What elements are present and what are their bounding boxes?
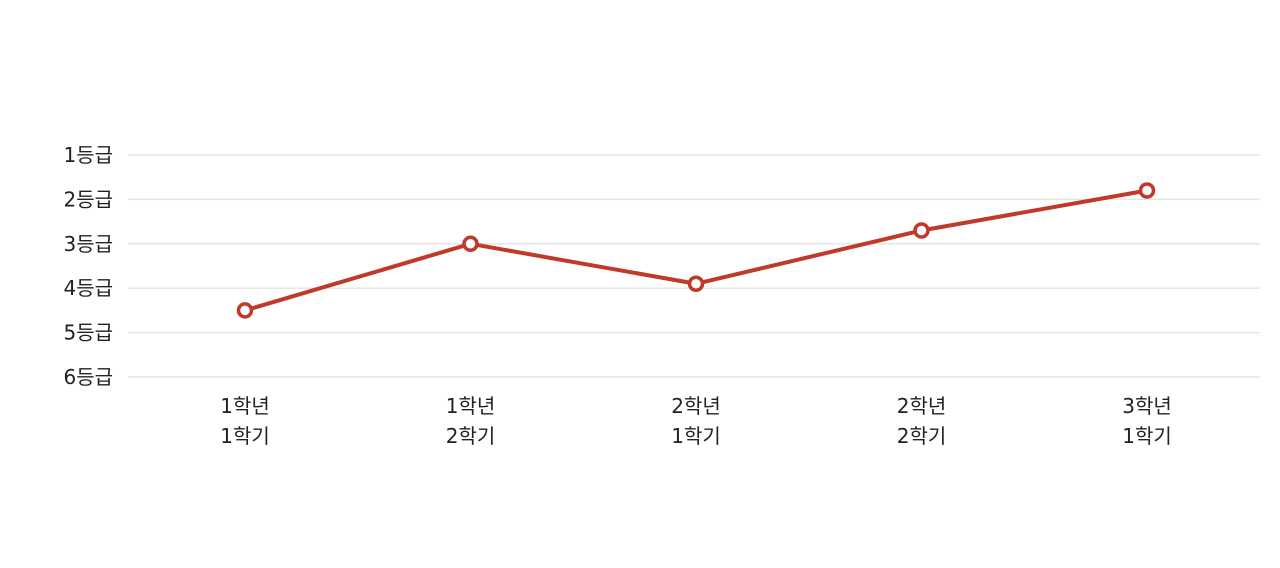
y-tick-label-3: 3등급 bbox=[63, 232, 113, 256]
x-tick-label-2-line-2: 2학기 bbox=[446, 424, 496, 448]
x-tick-label-1-line-2: 1학기 bbox=[220, 424, 270, 448]
data-point-2[interactable] bbox=[462, 235, 479, 253]
x-tick-label-1-line-1: 1학년 bbox=[220, 394, 270, 418]
data-point-4[interactable] bbox=[913, 222, 930, 239]
x-tick-label-2-line-1: 1학년 bbox=[446, 394, 496, 418]
data-point-1[interactable] bbox=[236, 302, 254, 319]
series-line-1 bbox=[243, 188, 1149, 313]
series-layer bbox=[236, 182, 1156, 319]
grid-lines bbox=[128, 154, 1260, 378]
y-axis-tick-labels: 1등급 2등급 3등급 4등급 5등급 6등급 bbox=[63, 143, 113, 389]
y-tick-label-4: 4등급 bbox=[63, 276, 113, 300]
data-point-3[interactable] bbox=[687, 275, 705, 293]
x-tick-label-4-line-2: 2학기 bbox=[897, 424, 947, 448]
data-point-5[interactable] bbox=[1138, 182, 1156, 199]
y-tick-label-1: 1등급 bbox=[63, 143, 113, 167]
x-tick-label-5-line-2: 1학기 bbox=[1122, 424, 1172, 448]
y-tick-label-5: 5등급 bbox=[63, 321, 113, 345]
y-tick-label-2: 2등급 bbox=[63, 187, 113, 211]
x-tick-label-5-line-1: 3학년 bbox=[1122, 394, 1172, 418]
x-tick-label-3-line-1: 2학년 bbox=[671, 394, 721, 418]
x-tick-label-3-line-2: 1학기 bbox=[671, 424, 721, 448]
x-tick-label-4-line-1: 2학년 bbox=[897, 394, 947, 418]
y-tick-label-6: 6등급 bbox=[63, 365, 113, 389]
